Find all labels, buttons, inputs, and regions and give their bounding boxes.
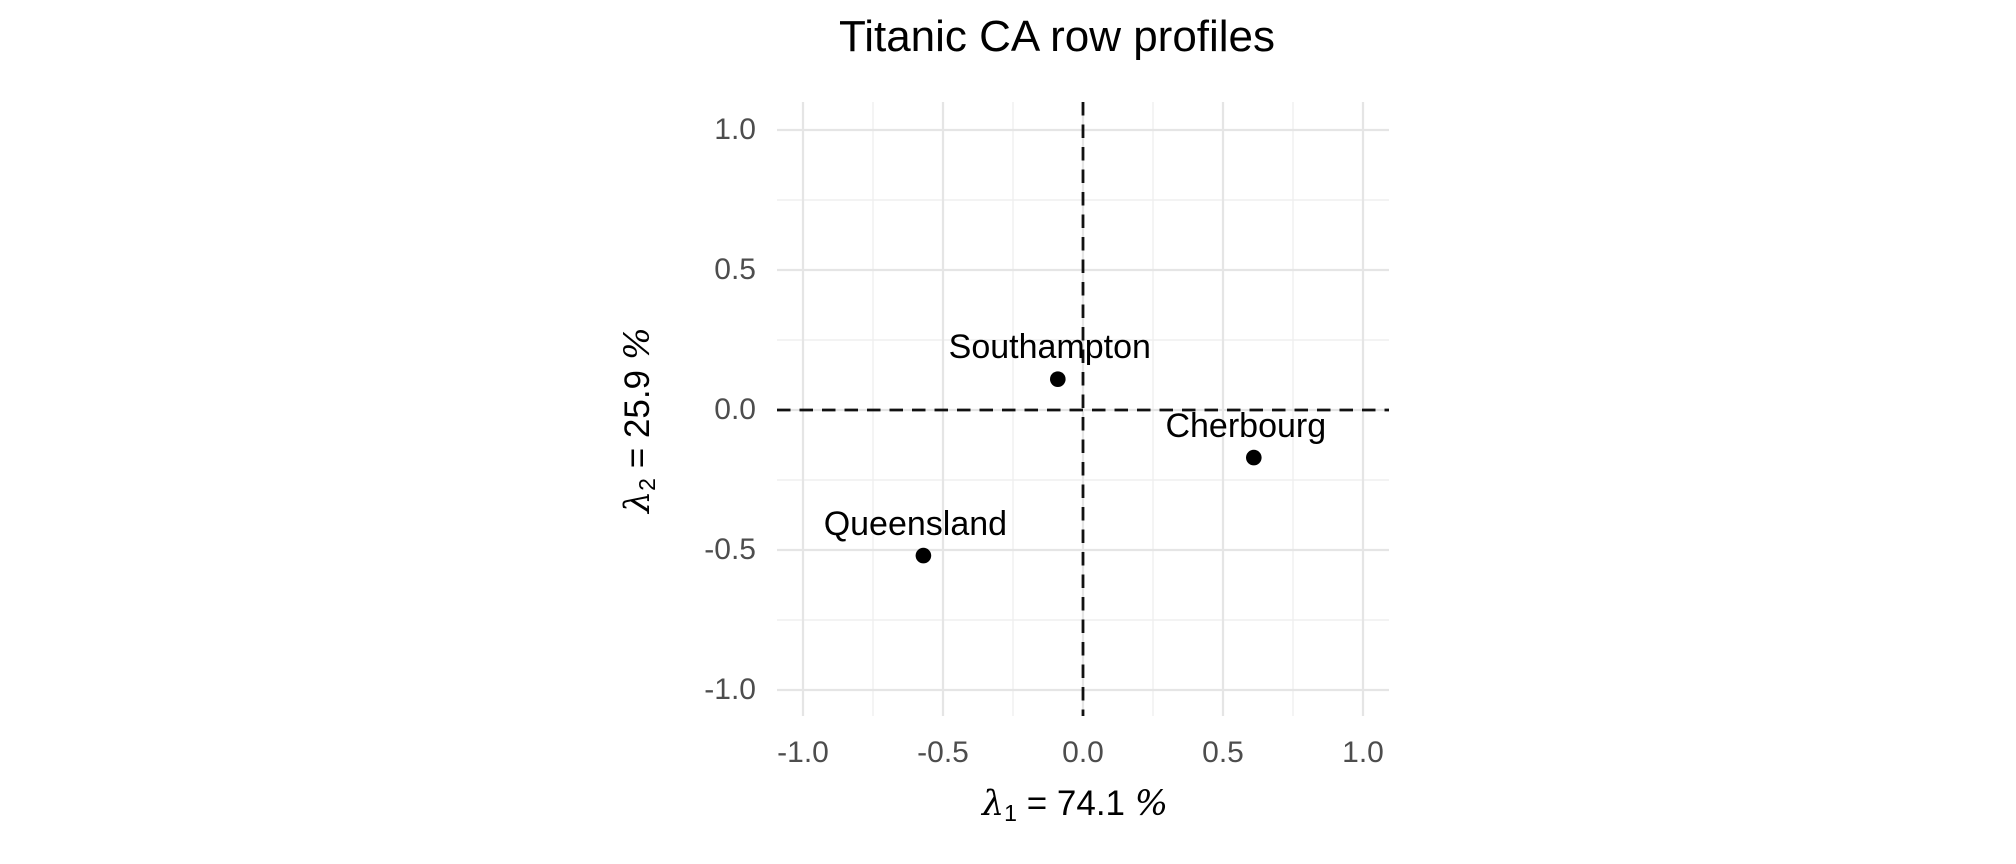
x-tick-label: 0.5 xyxy=(1202,736,1244,769)
lambda-subscript: 2 xyxy=(634,477,661,491)
chart-title: Titanic CA row profiles xyxy=(838,12,1276,61)
lambda-subscript: 1 xyxy=(1004,800,1018,827)
point-label-queensland: Queensland xyxy=(823,504,1008,543)
percent-symbol: % xyxy=(618,326,658,361)
point-label-cherbourg: Cherbourg xyxy=(1165,406,1327,445)
x-tick-label: 0.0 xyxy=(1062,736,1104,769)
percent-symbol: % xyxy=(1134,784,1169,824)
data-point-cherbourg xyxy=(1246,449,1262,466)
data-point-southampton xyxy=(1050,371,1066,388)
y-axis-variance-text: = 25.9 xyxy=(618,360,657,478)
x-tick-label: -1.0 xyxy=(777,736,829,769)
x-axis-variance-text: = 74.1 xyxy=(1017,784,1135,823)
y-tick-label: 0.5 xyxy=(714,253,756,286)
y-tick-label: 0.0 xyxy=(714,393,756,426)
y-tick-label: 1.0 xyxy=(714,113,756,146)
y-axis-title: λ2 = 25.9 % xyxy=(618,326,661,514)
y-tick-label: -0.5 xyxy=(704,533,756,566)
x-tick-label: 1.0 xyxy=(1342,736,1384,769)
lambda-symbol: λ xyxy=(981,784,1005,824)
y-tick-label: -1.0 xyxy=(704,673,756,706)
data-point-queensland xyxy=(915,547,932,564)
lambda-symbol: λ xyxy=(618,490,658,514)
x-axis-title: λ1 = 74.1 % xyxy=(981,784,1169,827)
point-label-southampton: Southampton xyxy=(948,328,1151,367)
x-tick-label: -0.5 xyxy=(917,736,969,769)
